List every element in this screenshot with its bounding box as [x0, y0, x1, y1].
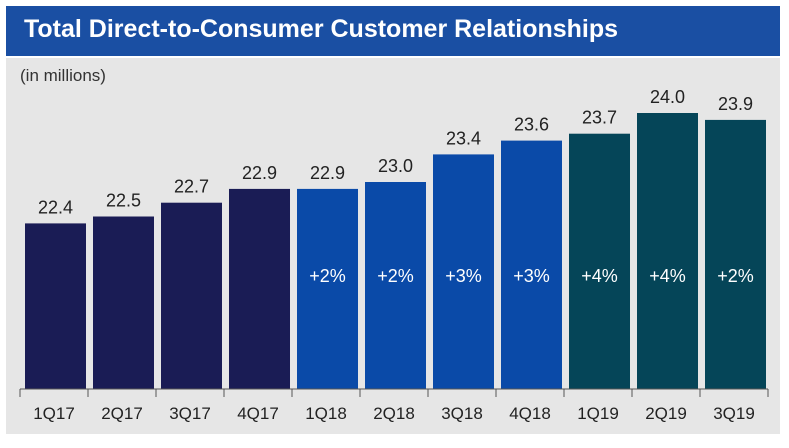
growth-label: +4%	[649, 266, 686, 286]
bar-value-label: 23.6	[514, 115, 549, 135]
bar	[25, 223, 86, 389]
bar	[161, 202, 222, 389]
bar	[229, 188, 290, 389]
bar	[705, 119, 766, 390]
x-tick-label: 1Q19	[577, 404, 619, 423]
growth-label: +2%	[377, 266, 414, 286]
bar-value-label: 22.9	[242, 163, 277, 183]
bar-value-label: 22.7	[174, 177, 209, 197]
x-tick-label: 2Q18	[373, 404, 415, 423]
x-tick-label: 4Q17	[237, 404, 279, 423]
bar-value-label: 22.5	[106, 191, 141, 211]
units-label: (in millions)	[20, 66, 106, 85]
x-tick-label: 3Q17	[169, 404, 211, 423]
growth-label: +3%	[513, 266, 550, 286]
bar	[365, 182, 426, 389]
bar-value-label: 23.0	[378, 156, 413, 176]
x-tick-label: 1Q18	[305, 404, 347, 423]
bar-value-label: 23.4	[446, 128, 481, 148]
bar	[297, 188, 358, 389]
bar	[93, 216, 154, 389]
growth-label: +4%	[581, 266, 618, 286]
growth-label: +3%	[445, 266, 482, 286]
bar-value-label: 22.4	[38, 197, 73, 217]
x-tick-label: 4Q18	[509, 404, 551, 423]
bar-value-label: 23.9	[718, 94, 753, 114]
x-tick-label: 2Q19	[645, 404, 687, 423]
bar-value-label: 22.9	[310, 163, 345, 183]
growth-label: +2%	[309, 266, 346, 286]
growth-label: +2%	[717, 266, 754, 286]
x-tick-label: 3Q18	[441, 404, 483, 423]
bar	[637, 113, 698, 389]
bar	[433, 154, 494, 389]
bar	[501, 140, 562, 389]
x-tick-label: 3Q19	[713, 404, 755, 423]
bar	[569, 133, 630, 389]
chart-title: Total Direct-to-Consumer Customer Relati…	[24, 15, 619, 43]
x-tick-label: 2Q17	[101, 404, 143, 423]
bar-value-label: 24.0	[650, 87, 685, 107]
title-bar: Total Direct-to-Consumer Customer Relati…	[6, 6, 780, 56]
x-tick-label: 1Q17	[33, 404, 75, 423]
bar-value-label: 23.7	[582, 108, 617, 128]
